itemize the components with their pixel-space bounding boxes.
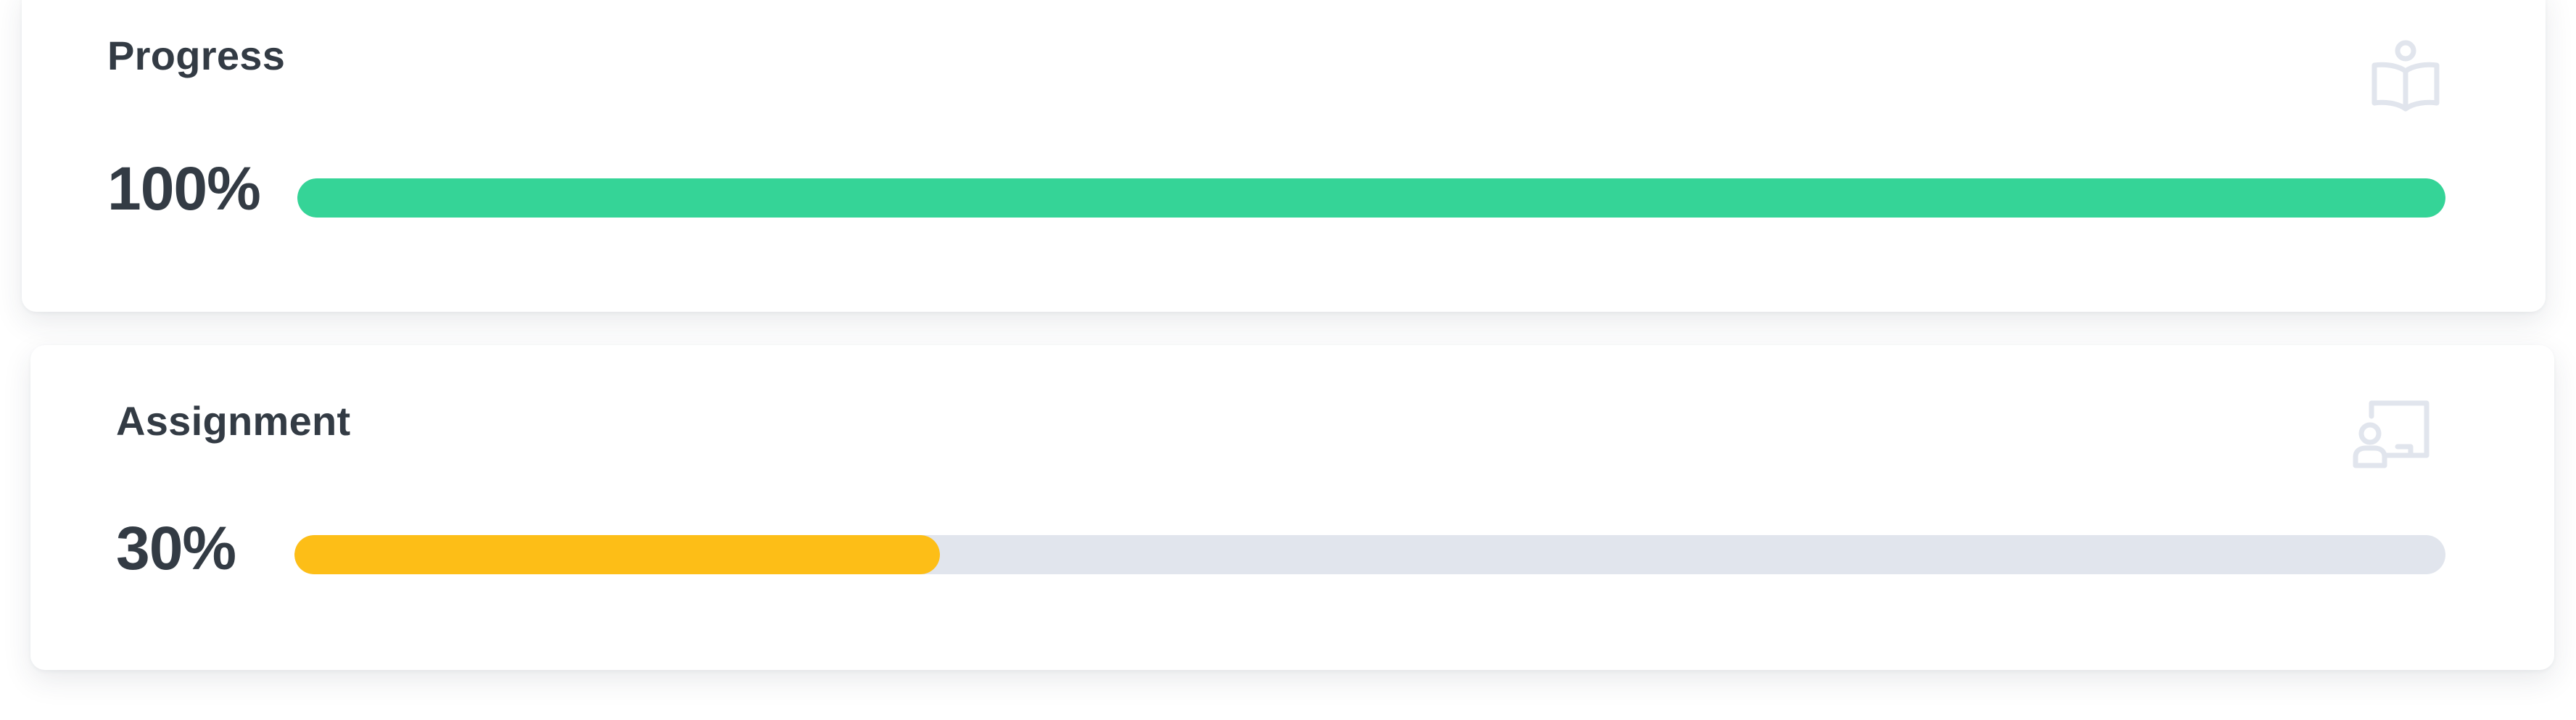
- book-reader-icon: [2366, 36, 2445, 116]
- progress-card: Progress 100%: [22, 0, 2546, 312]
- card-title: Progress: [107, 33, 286, 78]
- assignment-bar-track: [294, 535, 2445, 574]
- card-title: Assignment: [116, 398, 351, 444]
- assignment-card: Assignment 30%: [30, 345, 2554, 670]
- progress-percent: 100%: [107, 154, 261, 223]
- assignment-percent: 30%: [116, 514, 236, 582]
- progress-bar-track: [297, 178, 2445, 218]
- assignment-bar-fill: [294, 535, 940, 574]
- progress-bar-fill: [297, 178, 2445, 218]
- presentation-board-icon: [2351, 393, 2431, 473]
